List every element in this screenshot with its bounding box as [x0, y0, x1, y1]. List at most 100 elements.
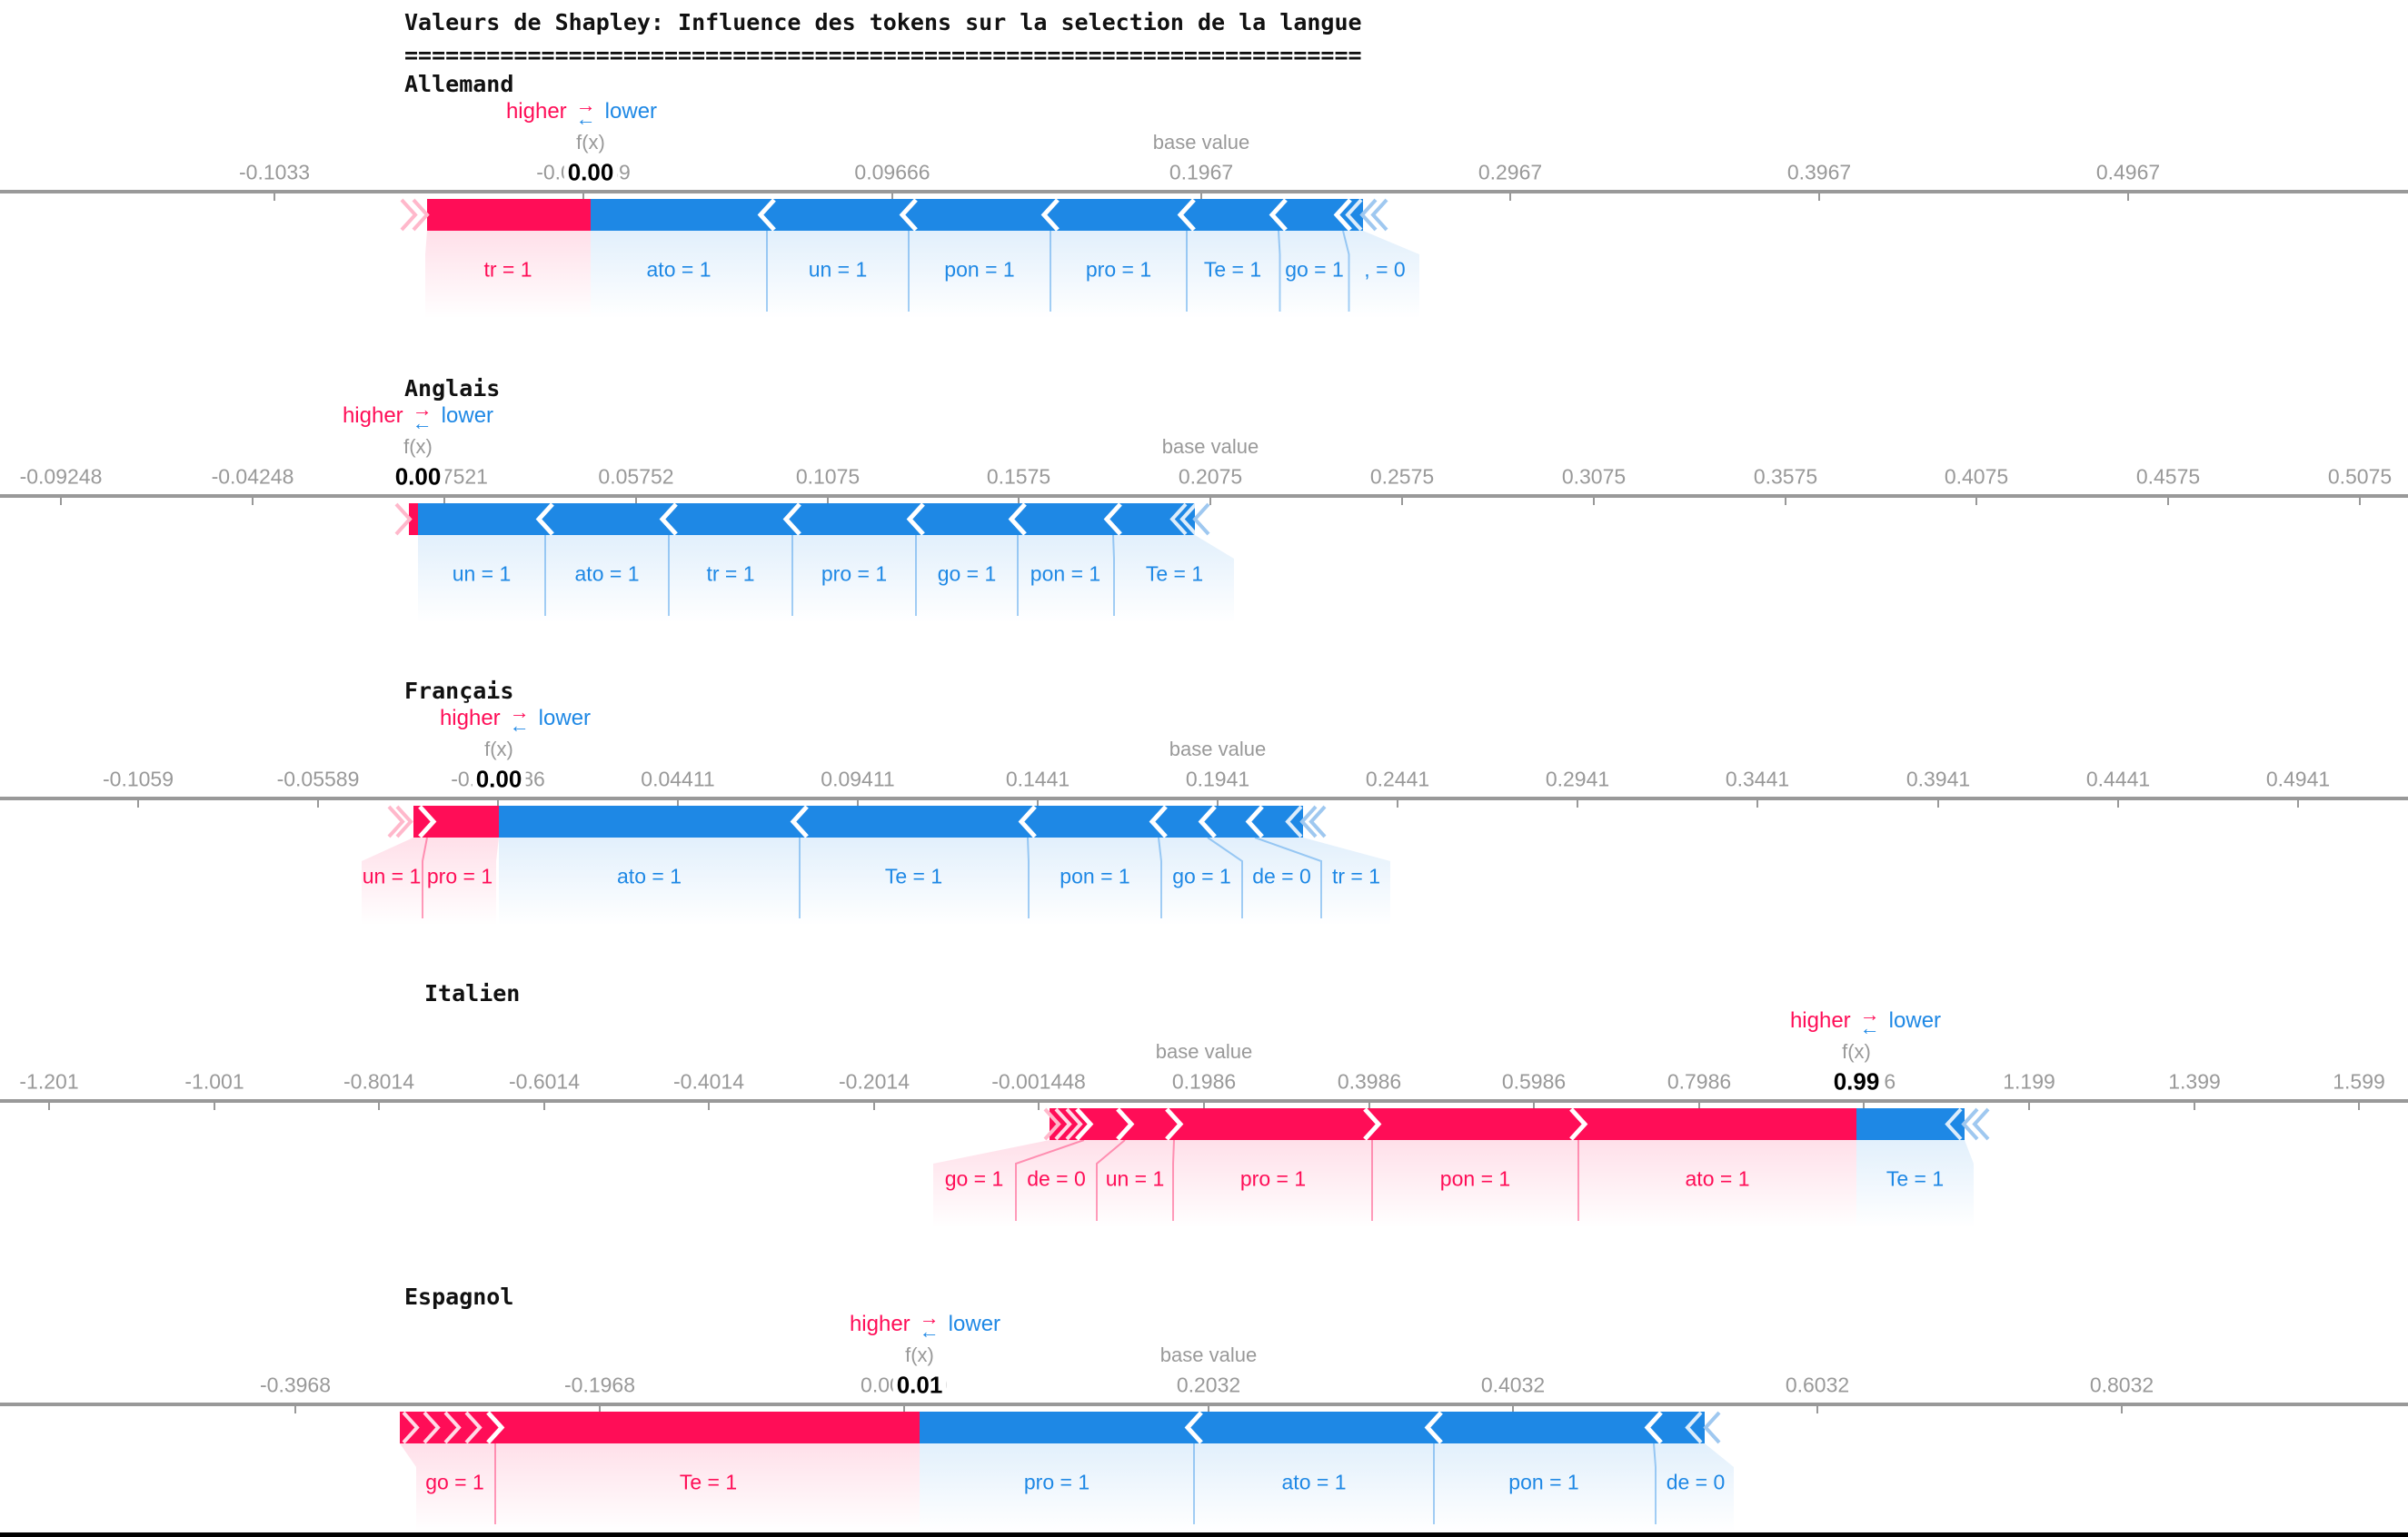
force-plot-allemand: Allemand higher → ← lower f(x) base value -0.10… — [0, 55, 2408, 328]
tick-mark — [857, 798, 859, 808]
tick-mark — [317, 798, 319, 808]
feature-label: pro = 1 — [426, 864, 493, 888]
tick-label: 0.8032 — [2089, 1373, 2154, 1397]
red-label-wedge — [400, 1443, 920, 1532]
tick-mark — [48, 1101, 50, 1110]
red-bar — [413, 806, 499, 838]
tick-mark — [1401, 496, 1403, 505]
feature-label: de = 0 — [1252, 864, 1311, 888]
tick-label: 1.399 — [2168, 1069, 2221, 1094]
tick-label: 0.05752 — [598, 464, 674, 489]
tick-label: 0.2575 — [1369, 464, 1435, 489]
fx-bold-value: 0.00 — [391, 462, 445, 491]
plot-title: Italien — [424, 980, 521, 1006]
tick-label: 0.1941 — [1185, 767, 1250, 791]
feature-label: go = 1 — [1285, 257, 1344, 282]
label-divider-line — [1342, 230, 1350, 312]
tick-label: -1.201 — [19, 1069, 79, 1094]
higher-lower-arrows-icon: → ← — [920, 1308, 940, 1342]
tick-mark — [1577, 798, 1578, 808]
segment-divider-chevron-icon — [1569, 1107, 1588, 1141]
blue-end-chevron-icon — [1308, 805, 1327, 838]
segment-divider-chevron-icon — [535, 502, 554, 536]
tick-mark — [443, 496, 445, 505]
segment-divider-chevron-icon — [1363, 1107, 1382, 1141]
fx-bold-value: 0.01 — [892, 1371, 947, 1400]
fx-bold-value: 0.99 — [1829, 1067, 1884, 1096]
red-end-chevron-icon — [400, 198, 418, 232]
blue-end-chevron-icon — [1169, 502, 1188, 536]
fx-caption: f(x) — [576, 131, 605, 154]
legend-lower-label: lower — [441, 403, 494, 428]
blue-end-chevron-icon — [1370, 198, 1388, 232]
axis-line — [0, 1403, 2408, 1406]
tick-mark — [274, 192, 275, 201]
figure-title: Valeurs de Shapley: Influence des tokens… — [404, 9, 1362, 35]
red-end-chevron-icon — [423, 1411, 441, 1444]
red-end-chevron-icon — [395, 805, 413, 838]
tick-label: 0.4941 — [2265, 767, 2331, 791]
base-value-caption: base value — [1155, 1040, 1253, 1063]
tick-mark — [582, 192, 584, 201]
blue-bar — [418, 503, 1195, 535]
tick-label: 0.7986 — [1667, 1069, 1732, 1094]
tick-label: -0.8014 — [343, 1069, 415, 1094]
tick-mark — [635, 496, 637, 505]
feature-label: un = 1 — [1105, 1166, 1165, 1191]
blue-label-wedge — [591, 231, 1419, 319]
force-plot-espagnol: Espagnol higher → ← lower f(x) base value -0.39… — [0, 1268, 2408, 1537]
red-bar — [427, 199, 591, 231]
plot-title: Allemand — [404, 71, 514, 97]
tick-label: 0.2032 — [1176, 1373, 1241, 1397]
base-value-caption: base value — [1152, 131, 1250, 154]
segment-divider-chevron-icon — [1177, 198, 1196, 232]
tick-mark — [2297, 798, 2299, 808]
tick-mark — [891, 192, 893, 201]
blue-end-chevron-icon — [1299, 805, 1318, 838]
tick-mark — [1816, 1404, 1818, 1413]
feature-label: ato = 1 — [646, 257, 711, 282]
higher-lower-legend: higher → ← lower — [343, 398, 494, 433]
blue-end-chevron-icon — [1945, 1107, 1963, 1141]
label-divider-line — [1653, 1443, 1657, 1524]
blue-end-chevron-icon — [1961, 1107, 1979, 1141]
feature-label: ato = 1 — [1685, 1166, 1750, 1191]
base-value-caption: base value — [1159, 1344, 1258, 1366]
tick-mark — [2117, 798, 2119, 808]
higher-arrow-icon: → — [575, 94, 596, 116]
tick-label: 0.6032 — [1785, 1373, 1850, 1397]
tick-label: 0.4575 — [2135, 464, 2201, 489]
tick-label: 0.3441 — [1725, 767, 1790, 791]
blue-bar — [499, 806, 1303, 838]
tick-mark — [827, 496, 829, 505]
plot-title: Français — [404, 678, 514, 704]
tick-mark — [1533, 1101, 1535, 1110]
tick-label: 0.1575 — [986, 464, 1051, 489]
segment-divider-chevron-icon — [418, 805, 437, 838]
higher-lower-legend: higher → ← lower — [850, 1308, 1000, 1342]
tick-mark — [543, 1101, 545, 1110]
higher-arrow-icon: → — [412, 398, 433, 421]
feature-label: , = 0 — [1364, 257, 1406, 282]
red-end-chevron-icon — [387, 805, 405, 838]
tick-label: 1.199 — [2003, 1069, 2055, 1094]
segment-divider-chevron-icon — [1008, 502, 1027, 536]
tick-label: -0.1059 — [102, 767, 174, 791]
legend-lower-label: lower — [1888, 1008, 1942, 1033]
tick-mark — [1209, 496, 1211, 505]
label-divider-line — [1112, 534, 1115, 616]
tick-label: -0.2014 — [838, 1069, 910, 1094]
segment-divider-chevron-icon — [1149, 805, 1168, 838]
label-divider-line — [1096, 1139, 1126, 1221]
segment-divider-chevron-icon — [1075, 1107, 1094, 1141]
label-divider-line — [1207, 837, 1243, 918]
segment-divider-chevron-icon — [1040, 198, 1060, 232]
tick-mark — [677, 798, 679, 808]
segment-divider-chevron-icon — [1184, 1411, 1203, 1444]
label-divider-line — [422, 837, 428, 918]
blue-label-wedge — [1856, 1140, 1974, 1228]
tick-label: 0.04411 — [641, 767, 715, 791]
tick-mark — [2028, 1101, 2030, 1110]
tick-mark — [497, 798, 499, 808]
tick-label: 0.1986 — [1171, 1069, 1237, 1094]
